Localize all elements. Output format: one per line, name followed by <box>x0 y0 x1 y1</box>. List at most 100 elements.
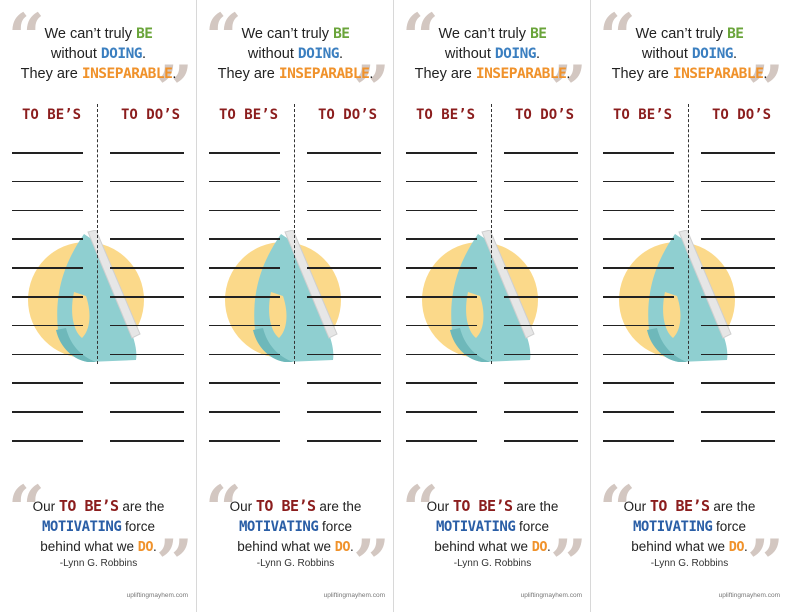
to-dos-heading: TO DO’S <box>712 107 772 123</box>
to-do-line <box>307 440 381 442</box>
site-credit: upliftingmayhem.com <box>520 592 582 599</box>
to-do-line <box>504 411 578 413</box>
to-do-line <box>504 353 578 356</box>
to-do-line <box>701 296 775 298</box>
quote-punct: . <box>153 539 157 554</box>
bookmark-card: “ ” We can’t truly BE without DOING. The… <box>591 0 788 612</box>
quote-text: are the <box>118 499 165 514</box>
to-be-line <box>603 353 674 356</box>
clothes-iron-icon <box>619 230 735 362</box>
quote-punct: . <box>733 46 738 62</box>
quote-word-be: BE <box>530 26 547 42</box>
quote-word-doing: DOING <box>100 46 143 62</box>
to-do-line <box>307 180 381 183</box>
close-quote-mark-icon: ” <box>747 526 784 601</box>
to-be-line <box>12 440 83 442</box>
quote-text: force <box>712 519 747 534</box>
open-quote-mark-icon: “ <box>599 472 636 547</box>
bookmark-card: “ ” We can’t truly BE without DOING. The… <box>197 0 394 612</box>
column-divider <box>491 104 492 364</box>
quote-text: without <box>247 46 298 62</box>
close-quote-mark-icon: ” <box>550 526 587 601</box>
close-quote-mark-icon: ” <box>156 52 193 127</box>
quote-author: -Lynn G. Robbins <box>650 558 729 569</box>
to-do-line <box>701 411 775 413</box>
quote-text: behind what we <box>631 539 729 554</box>
quote-word-doing: DOING <box>297 46 340 62</box>
to-do-line <box>504 267 578 269</box>
close-quote-mark-icon: ” <box>353 52 390 127</box>
quote-word-to-bes: TO BE’S <box>649 497 710 515</box>
quote-word-inseparable: INSEPARABLE <box>475 66 567 82</box>
iron-handle-hole <box>72 292 90 338</box>
quote-word-do: DO <box>334 539 351 555</box>
quote-punct: . <box>142 46 147 62</box>
to-do-line <box>307 382 381 384</box>
quote-text: without <box>444 46 495 62</box>
to-be-line <box>406 267 477 269</box>
bottom-quote: Our TO BE’S are the MOTIVATING force beh… <box>197 496 393 557</box>
to-do-line <box>110 440 184 442</box>
to-be-line <box>406 324 477 327</box>
iron-shade <box>647 328 687 362</box>
quote-word-motivating: MOTIVATING <box>41 519 122 535</box>
quote-text: Our <box>623 499 650 514</box>
quote-text: They are <box>217 66 279 82</box>
quote-text: We can’t truly <box>241 26 334 42</box>
to-be-line <box>12 238 83 240</box>
to-be-line <box>12 382 83 384</box>
quote-text: We can’t truly <box>44 26 137 42</box>
to-be-line <box>209 152 280 154</box>
quote-punct: . <box>547 539 551 554</box>
quote-text: without <box>641 46 692 62</box>
to-do-line <box>307 353 381 356</box>
to-be-line <box>12 411 83 413</box>
to-bes-heading: TO BE’S <box>22 107 82 123</box>
quote-punct: . <box>172 66 177 82</box>
to-do-line <box>701 324 775 327</box>
to-do-line <box>504 209 578 212</box>
to-do-line <box>110 411 184 413</box>
quote-text: are the <box>512 499 559 514</box>
top-quote: We can’t truly BE without DOING. They ar… <box>0 24 196 84</box>
quote-word-be: BE <box>136 26 153 42</box>
iron-plate <box>87 230 141 339</box>
close-quote-mark-icon: ” <box>353 526 390 601</box>
quote-word-be: BE <box>333 26 350 42</box>
iron-shade <box>253 328 293 362</box>
quote-word-motivating: MOTIVATING <box>238 519 319 535</box>
quote-punct: . <box>744 539 748 554</box>
to-do-line <box>110 209 184 212</box>
to-be-line <box>12 152 83 154</box>
open-quote-mark-icon: “ <box>8 0 45 75</box>
open-quote-mark-icon: “ <box>205 0 242 75</box>
to-do-line <box>307 238 381 240</box>
to-do-line <box>307 152 381 154</box>
close-quote-mark-icon: ” <box>550 52 587 127</box>
to-be-line <box>406 382 477 384</box>
open-quote-mark-icon: “ <box>599 0 636 75</box>
quote-word-motivating: MOTIVATING <box>632 519 713 535</box>
to-bes-heading: TO BE’S <box>613 107 673 123</box>
clothes-iron-icon <box>225 230 341 362</box>
quote-word-motivating: MOTIVATING <box>435 519 516 535</box>
quote-text: They are <box>414 66 476 82</box>
quote-author: -Lynn G. Robbins <box>59 558 138 569</box>
site-credit: upliftingmayhem.com <box>126 592 188 599</box>
to-be-line <box>209 267 280 269</box>
to-be-line <box>406 238 477 240</box>
quote-text: are the <box>315 499 362 514</box>
iron-plate <box>284 230 338 339</box>
to-be-line <box>209 296 280 298</box>
to-be-line <box>406 152 477 154</box>
quote-word-do: DO <box>137 539 154 555</box>
close-quote-mark-icon: ” <box>156 526 193 601</box>
to-do-line <box>701 238 775 240</box>
to-be-line <box>12 353 83 356</box>
quote-text: They are <box>611 66 673 82</box>
to-be-line <box>12 324 83 327</box>
clothes-iron-icon <box>422 230 538 362</box>
to-be-line <box>12 267 83 269</box>
quote-word-do: DO <box>531 539 548 555</box>
quote-text: force <box>515 519 550 534</box>
